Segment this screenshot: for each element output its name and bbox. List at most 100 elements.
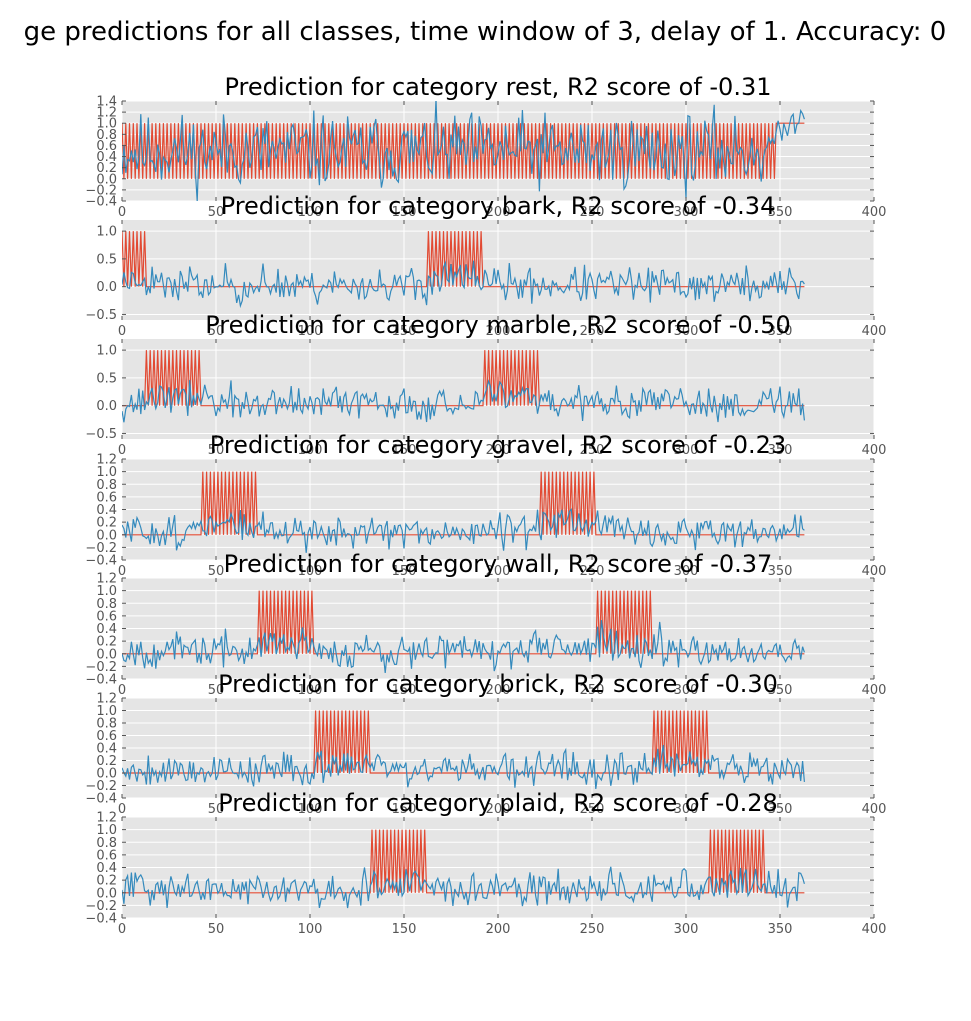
y-tick-label: 0.6 — [96, 139, 117, 154]
x-tick-label: 400 — [862, 564, 887, 579]
y-tick-label: −0.5 — [85, 427, 117, 442]
y-tick-label: −0.4 — [85, 673, 117, 688]
y-tick-label: 0.6 — [96, 490, 117, 505]
y-tick-label: 0.2 — [96, 161, 117, 176]
figure-suptitle: ge predictions for all classes, time win… — [24, 17, 947, 47]
x-tick-label: 250 — [580, 802, 605, 817]
y-tick-label: 0.8 — [96, 836, 117, 851]
x-tick-label: 300 — [674, 564, 699, 579]
y-tick-label: 0.6 — [96, 729, 117, 744]
series-line-prediction — [122, 260, 805, 309]
x-tick-label: 250 — [580, 922, 605, 937]
y-tick-label: 0.2 — [96, 754, 117, 769]
y-tick-label: 0.0 — [96, 886, 117, 901]
x-tick-label: 400 — [862, 802, 887, 817]
x-tick-label: 100 — [298, 205, 323, 220]
x-tick-label: 100 — [298, 683, 323, 698]
y-tick-label: 1.2 — [96, 692, 117, 707]
x-tick-label: 350 — [768, 443, 793, 458]
x-tick-label: 350 — [768, 564, 793, 579]
y-tick-label: −0.5 — [85, 308, 117, 323]
x-tick-label: 50 — [208, 802, 225, 817]
y-tick-label: 0.5 — [96, 252, 117, 267]
x-tick-label: 200 — [486, 443, 511, 458]
x-tick-label: 250 — [580, 443, 605, 458]
x-tick-label: 300 — [674, 205, 699, 220]
y-tick-label: 1.0 — [96, 117, 117, 132]
x-tick-label: 200 — [486, 564, 511, 579]
x-tick-label: 150 — [392, 564, 417, 579]
y-tick-label: 0.4 — [96, 150, 117, 165]
x-tick-label: 400 — [862, 922, 887, 937]
x-tick-label: 150 — [392, 324, 417, 339]
subplot-title: Prediction for category rest, R2 score o… — [224, 73, 771, 101]
x-tick-label: 50 — [208, 324, 225, 339]
x-tick-label: 50 — [208, 443, 225, 458]
x-tick-label: 350 — [768, 922, 793, 937]
x-tick-label: 200 — [486, 683, 511, 698]
x-tick-label: 50 — [208, 564, 225, 579]
x-tick-label: 300 — [674, 443, 699, 458]
x-tick-label: 150 — [392, 802, 417, 817]
y-tick-label: −0.2 — [85, 899, 117, 914]
x-tick-label: 250 — [580, 205, 605, 220]
y-tick-label: 1.2 — [96, 811, 117, 826]
y-tick-label: 0.0 — [96, 528, 117, 543]
x-tick-label: 0 — [118, 443, 126, 458]
y-tick-label: −0.4 — [85, 792, 117, 807]
y-tick-label: 0.8 — [96, 597, 117, 612]
subplot-6: 0 50 100 150 200 250 300 350 400−0.4−0.20.00.20.… — [85, 670, 886, 817]
y-tick-label: 0.4 — [96, 742, 117, 757]
series-line-prediction — [122, 379, 805, 423]
y-tick-label: 0.0 — [96, 767, 117, 782]
y-tick-label: −0.2 — [85, 541, 117, 556]
y-tick-label: 1.2 — [96, 572, 117, 587]
y-tick-label: 0.6 — [96, 848, 117, 863]
subplot-title: Prediction for category gravel, R2 score… — [210, 431, 786, 459]
y-tick-label: 1.0 — [96, 704, 117, 719]
x-tick-label: 100 — [298, 564, 323, 579]
y-tick-label: 0.4 — [96, 861, 117, 876]
y-tick-label: 0.0 — [96, 280, 117, 295]
x-tick-label: 350 — [768, 802, 793, 817]
x-tick-label: 50 — [208, 205, 225, 220]
series-line-target — [122, 590, 805, 655]
x-tick-label: 100 — [298, 802, 323, 817]
y-tick-label: 1.0 — [96, 465, 117, 480]
x-tick-label: 300 — [674, 683, 699, 698]
x-tick-label: 0 — [118, 683, 126, 698]
y-tick-label: 0.5 — [96, 371, 117, 386]
x-tick-label: 50 — [208, 683, 225, 698]
y-tick-label: 0.0 — [96, 399, 117, 414]
y-tick-label: 1.0 — [96, 225, 117, 240]
series-line-prediction — [122, 508, 805, 553]
x-tick-label: 400 — [862, 443, 887, 458]
subplot-title: Prediction for category plaid, R2 score … — [218, 789, 778, 817]
y-tick-label: 1.0 — [96, 584, 117, 599]
y-tick-label: 0.8 — [96, 128, 117, 143]
subplot-1: 0 50 100 150 200 250 300 350 400−0.4−0.20.00.20.… — [85, 73, 886, 220]
y-tick-label: 0.0 — [96, 172, 117, 187]
x-tick-label: 150 — [392, 205, 417, 220]
subplot-5: 0 50 100 150 200 250 300 350 400−0.4−0.20.00.20.… — [85, 550, 886, 698]
y-tick-label: 0.6 — [96, 609, 117, 624]
subplot-title: Prediction for category bark, R2 score o… — [221, 192, 776, 220]
y-tick-label: 1.2 — [96, 106, 117, 121]
subplot-stack: 0 50 100 150 200 250 300 350 400−0.4−0.20.00.20.… — [85, 73, 886, 937]
y-tick-label: −0.4 — [85, 195, 117, 210]
series-line-prediction — [122, 866, 805, 909]
x-tick-label: 150 — [392, 443, 417, 458]
y-tick-label: −0.2 — [85, 183, 117, 198]
series-line-prediction — [122, 101, 805, 201]
x-tick-label: 200 — [486, 205, 511, 220]
x-tick-label: 200 — [486, 802, 511, 817]
x-tick-label: 300 — [674, 922, 699, 937]
x-tick-label: 350 — [768, 205, 793, 220]
y-tick-label: 0.2 — [96, 516, 117, 531]
y-tick-label: 0.2 — [96, 874, 117, 889]
x-tick-label: 350 — [768, 683, 793, 698]
y-tick-label: −0.4 — [85, 554, 117, 569]
subplot-title: Prediction for category wall, R2 score o… — [224, 550, 773, 578]
subplot-3: 0 50 100 150 200 250 300 350 400 −0.5 0.0 0.5 1.0 Pre… — [85, 311, 886, 458]
